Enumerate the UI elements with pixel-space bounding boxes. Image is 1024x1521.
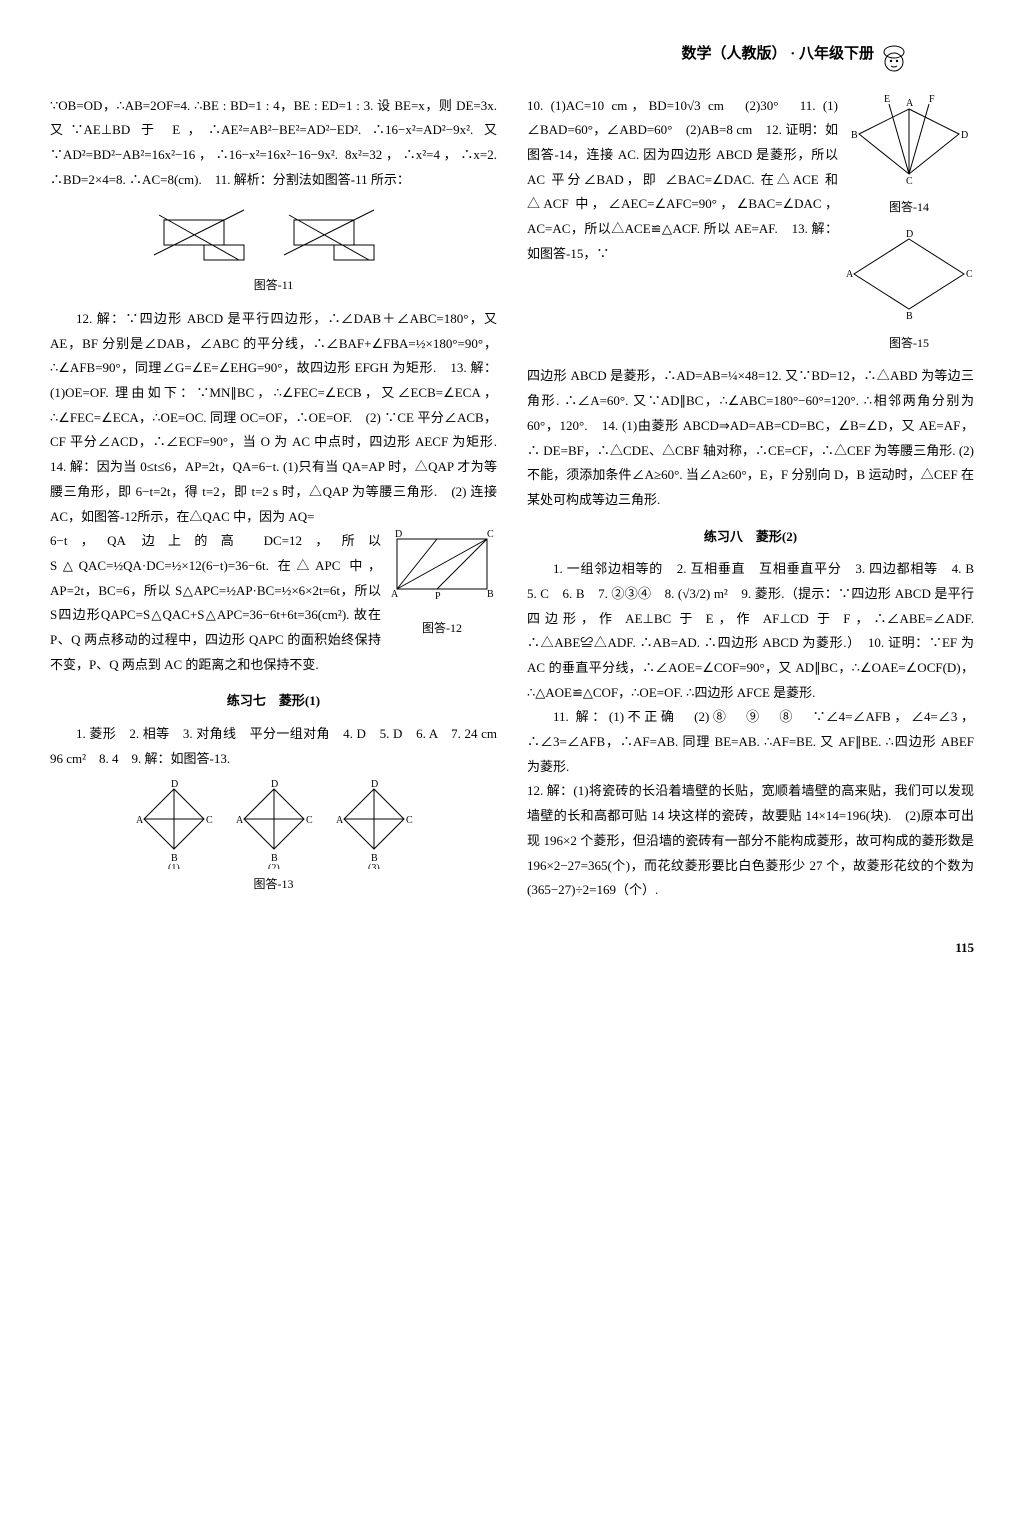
fig14-A: A [906, 98, 914, 109]
left-para-2: 12. 解：∵四边形 ABCD 是平行四边形，∴∠DAB＋∠ABC=180°，又… [50, 307, 497, 529]
fig12-label-D: D [395, 529, 402, 540]
fig15-C: C [966, 269, 973, 280]
fig13-sub-1: (1) [168, 863, 180, 869]
svg-text:D: D [271, 779, 278, 790]
figure-15-caption: 图答-15 [844, 332, 974, 355]
figure-11 [50, 200, 497, 270]
figure-12: D C A P B 图答-12 [387, 529, 497, 649]
fig15-D: D [906, 229, 913, 240]
fig14-B: B [851, 130, 858, 141]
right-para-4: 11. 解：(1)不正确 (2)⑧ ⑨ ⑧ ∵∠4=∠AFB，∠4=∠3，∴∠3… [527, 705, 974, 779]
right-para-5: 12. 解：(1)将瓷砖的长沿着墙壁的长贴，宽顺着墙壁的高来贴，我们可以发现墙壁… [527, 779, 974, 902]
svg-text:C: C [206, 815, 213, 826]
svg-text:C: C [406, 815, 413, 826]
figure-12-caption: 图答-12 [387, 617, 497, 640]
svg-text:A: A [336, 815, 344, 826]
fig12-label-B: B [487, 589, 494, 600]
svg-text:A: A [236, 815, 244, 826]
figure-11-caption: 图答-11 [50, 274, 497, 297]
page-number: 115 [50, 936, 974, 961]
figure-13-caption: 图答-13 [50, 873, 497, 896]
fig13-sub-3: (3) [368, 863, 380, 869]
left-para-4: 1. 菱形 2. 相等 3. 对角线 平分一组对角 4. D 5. D 6. A… [50, 722, 497, 771]
svg-text:C: C [306, 815, 313, 826]
figure-14: E F B D A C 图答-14 D A C B 图答-15 [844, 94, 974, 365]
svg-text:D: D [171, 779, 178, 790]
header-grade: · 八年级下册 [790, 46, 874, 62]
mascot-icon [874, 40, 914, 80]
fig14-E: E [884, 94, 890, 105]
right-para-3: 1. 一组邻边相等的 2. 互相垂直 互相垂直平分 3. 四边都相等 4. B … [527, 557, 974, 705]
fig12-label-P: P [435, 591, 441, 602]
fig12-label-A: A [391, 589, 399, 600]
page-header: 数学（人教版） · 八年级下册 [50, 40, 974, 69]
svg-text:D: D [371, 779, 378, 790]
fig15-A: A [846, 269, 854, 280]
fig14-C: C [906, 176, 913, 184]
content-columns: ∵OB=OD，∴AB=2OF=4. ∴BE : BD=1 : 4，BE : ED… [50, 94, 974, 907]
fig15-B: B [906, 311, 913, 319]
right-column: E F B D A C 图答-14 D A C B 图答-15 10. (1)A… [527, 94, 974, 907]
right-para-2: 四边形 ABCD 是菱形，∴AD=AB=¼×48=12. 又∵BD=12，∴△A… [527, 364, 974, 512]
left-column: ∵OB=OD，∴AB=2OF=4. ∴BE : BD=1 : 4，BE : ED… [50, 94, 497, 907]
left-para-1: ∵OB=OD，∴AB=2OF=4. ∴BE : BD=1 : 4，BE : ED… [50, 94, 497, 193]
figure-13: D A C B (1) D A C B (2) [50, 779, 497, 869]
fig12-label-C: C [487, 529, 494, 540]
svg-text:A: A [136, 815, 144, 826]
fig14-D: D [961, 130, 968, 141]
section-7-title: 练习七 菱形(1) [50, 689, 497, 714]
figure-14-caption: 图答-14 [844, 196, 974, 219]
section-8-title: 练习八 菱形(2) [527, 525, 974, 550]
fig14-F: F [929, 94, 935, 105]
header-subject: 数学（人教版） [681, 46, 786, 62]
fig13-sub-2: (2) [268, 863, 280, 869]
